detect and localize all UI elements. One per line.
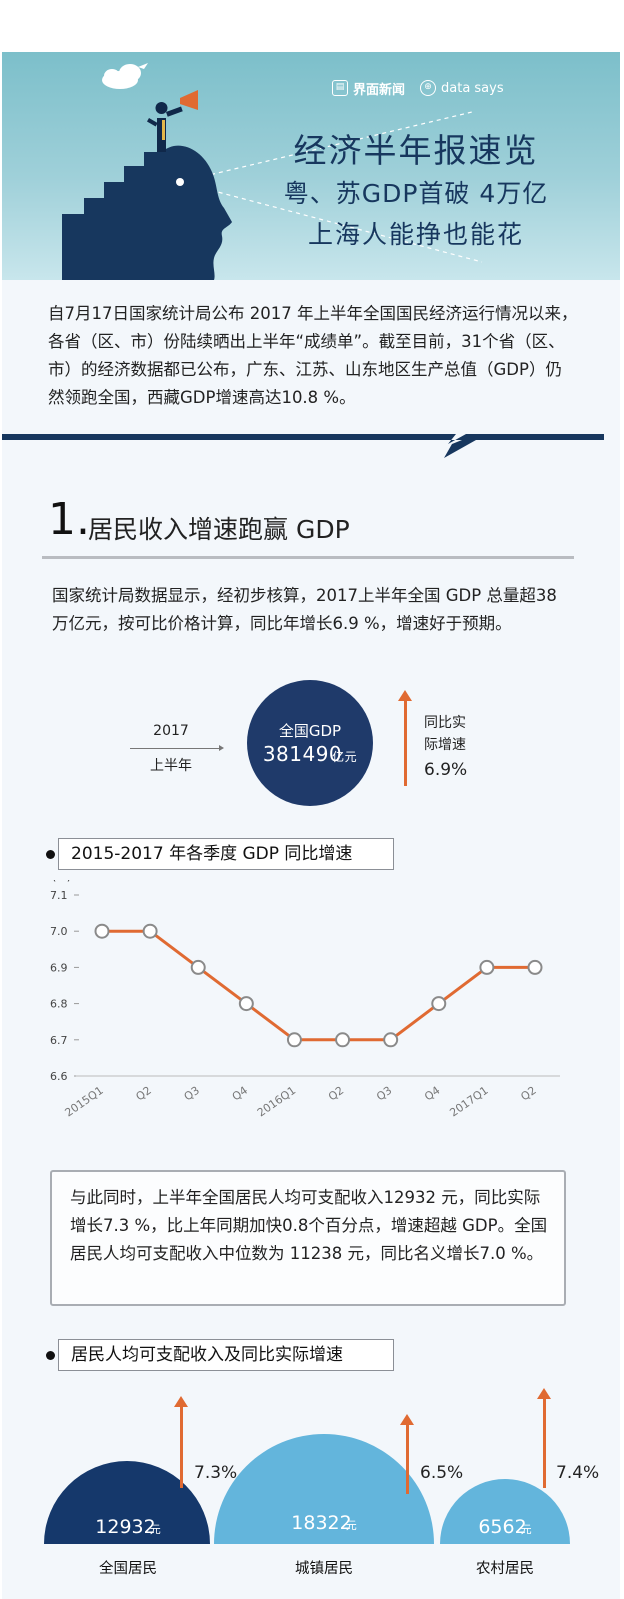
growth-value: 6.9% xyxy=(424,760,468,780)
gdp-circle-value: 381490 xyxy=(262,742,343,766)
y-tick-label: 6.6 xyxy=(50,1070,68,1083)
income-label-national: 全国居民 xyxy=(99,1561,157,1577)
x-tick-label: Q3 xyxy=(374,1084,394,1104)
chart-heading: 2015-2017 年各季度 GDP 同比增速 xyxy=(58,838,394,870)
gdp-year: 2017 xyxy=(153,723,189,739)
section-number: 1. xyxy=(48,494,90,545)
income-heading: 居民人均可支配收入及同比实际增速 xyxy=(58,1339,394,1371)
y-tick-label: 6.9 xyxy=(50,961,68,974)
intro-paragraph: 自7月17日国家统计局公布 2017 年上半年全国国民经济运行情况以来，各省（区… xyxy=(48,304,578,407)
brand-jiemian-label: 界面新闻 xyxy=(353,82,406,98)
x-tick-label: Q4 xyxy=(230,1084,250,1104)
x-tick-label: 2016Q1 xyxy=(255,1084,298,1120)
data-point xyxy=(94,923,110,939)
up-arrow-icon xyxy=(174,1396,188,1488)
income-rate-urban: 6.5% xyxy=(420,1463,464,1483)
income-arcs xyxy=(44,1434,570,1544)
up-arrow-icon xyxy=(537,1388,551,1488)
gdp-circle: 全国GDP 381490亿元 xyxy=(247,680,373,806)
data-point xyxy=(527,959,543,975)
brand-datasays: ⊕ data says xyxy=(420,78,504,98)
x-tick-label: 2015Q1 xyxy=(63,1084,106,1120)
income-rate-rural: 7.4% xyxy=(556,1463,600,1483)
y-axis-unit-label: (%) xyxy=(52,880,71,883)
gdp-period: 上半年 xyxy=(150,758,192,774)
x-tick-label: Q4 xyxy=(422,1084,442,1104)
data-point xyxy=(142,923,158,939)
x-tick-label: Q3 xyxy=(182,1084,202,1104)
arc-rural xyxy=(440,1479,570,1544)
income-value-national: 12932元 xyxy=(70,1516,186,1538)
right-arrow-icon xyxy=(130,745,224,751)
income-rate-national: 7.3% xyxy=(194,1463,238,1483)
datasays-logo-icon: ⊕ xyxy=(420,80,436,96)
section-title: 居民收入增速跑赢 GDP xyxy=(88,515,350,544)
bullet-dot xyxy=(46,1351,55,1360)
growth-label-2: 际增速 xyxy=(424,737,466,753)
income-unit-national: 元 xyxy=(149,1523,161,1536)
x-tick-label: Q2 xyxy=(518,1084,538,1104)
gdp-growth-line-chart: (%)7.17.06.96.86.76.62015Q1Q2Q3Q42016Q1Q… xyxy=(50,880,560,1120)
header-banner: ▤ 界面新闻 ⊕ data says 经济半年报速览 粤、苏GDP首破 4万亿 … xyxy=(2,52,620,280)
gdp-circle-value-row: 381490亿元 xyxy=(247,742,373,766)
arc-urban xyxy=(214,1434,434,1544)
income-unit-urban: 元 xyxy=(345,1519,357,1532)
up-arrow-icon xyxy=(400,1414,414,1494)
income-value-urban-number: 18322 xyxy=(291,1512,352,1534)
income-label-urban: 城镇居民 xyxy=(295,1561,353,1577)
growth-label-1: 同比实 xyxy=(424,715,466,731)
x-tick-label: Q2 xyxy=(326,1084,346,1104)
data-point xyxy=(335,1032,351,1048)
income-unit-rural: 元 xyxy=(520,1523,532,1536)
zigzag-divider xyxy=(2,434,604,458)
section-paragraph: 国家统计局数据显示，经初步核算，2017上半年全国 GDP 总量超38万亿元，按… xyxy=(52,586,557,633)
head-silhouette-icon xyxy=(62,145,232,280)
y-tick-label: 6.7 xyxy=(50,1034,68,1047)
income-box-text: 与此同时，上半年全国居民人均可支配收入12932 元，同比实际增长7.3 %，比… xyxy=(70,1188,548,1263)
jiemian-logo-icon: ▤ xyxy=(332,80,348,96)
income-value-national-number: 12932 xyxy=(95,1516,156,1538)
brand-datasays-label: data says xyxy=(441,80,504,96)
up-arrow-icon xyxy=(398,690,412,786)
person-megaphone-icon xyxy=(147,90,198,152)
gdp-circle-unit: 亿元 xyxy=(332,750,358,764)
income-text-box: 与此同时，上半年全国居民人均可支配收入12932 元，同比实际增长7.3 %，比… xyxy=(50,1170,566,1306)
y-tick-label: 7.0 xyxy=(50,925,68,938)
data-point xyxy=(383,1032,399,1048)
data-point xyxy=(479,959,495,975)
dashed-rays xyxy=(179,111,483,263)
gdp-circle-label: 全国GDP xyxy=(278,722,342,740)
income-value-rural: 6562元 xyxy=(447,1516,563,1538)
x-tick-label: Q2 xyxy=(134,1084,154,1104)
x-tick-label: 2017Q1 xyxy=(447,1084,490,1120)
income-value-rural-number: 6562 xyxy=(478,1516,527,1538)
series-line xyxy=(102,929,535,1042)
income-value-urban: 18322元 xyxy=(266,1512,382,1534)
header-title: 经济半年报速览 xyxy=(293,131,539,170)
data-point xyxy=(238,996,254,1012)
data-point xyxy=(286,1032,302,1048)
income-label-rural: 农村居民 xyxy=(476,1561,534,1577)
data-point xyxy=(431,996,447,1012)
bullet-dot xyxy=(46,850,55,859)
cloud-icon xyxy=(102,63,148,89)
header-subtitle-1: 粤、苏GDP首破 4万亿 xyxy=(283,179,549,208)
y-tick-label: 6.8 xyxy=(50,998,68,1011)
y-tick-label: 7.1 xyxy=(50,889,68,902)
arc-national xyxy=(44,1461,210,1544)
section-underline xyxy=(42,556,574,559)
data-point xyxy=(190,959,206,975)
header-subtitle-2: 上海人能挣也能花 xyxy=(307,220,524,249)
header-illustration xyxy=(62,63,483,280)
brand-jiemian: ▤ 界面新闻 xyxy=(332,78,405,98)
